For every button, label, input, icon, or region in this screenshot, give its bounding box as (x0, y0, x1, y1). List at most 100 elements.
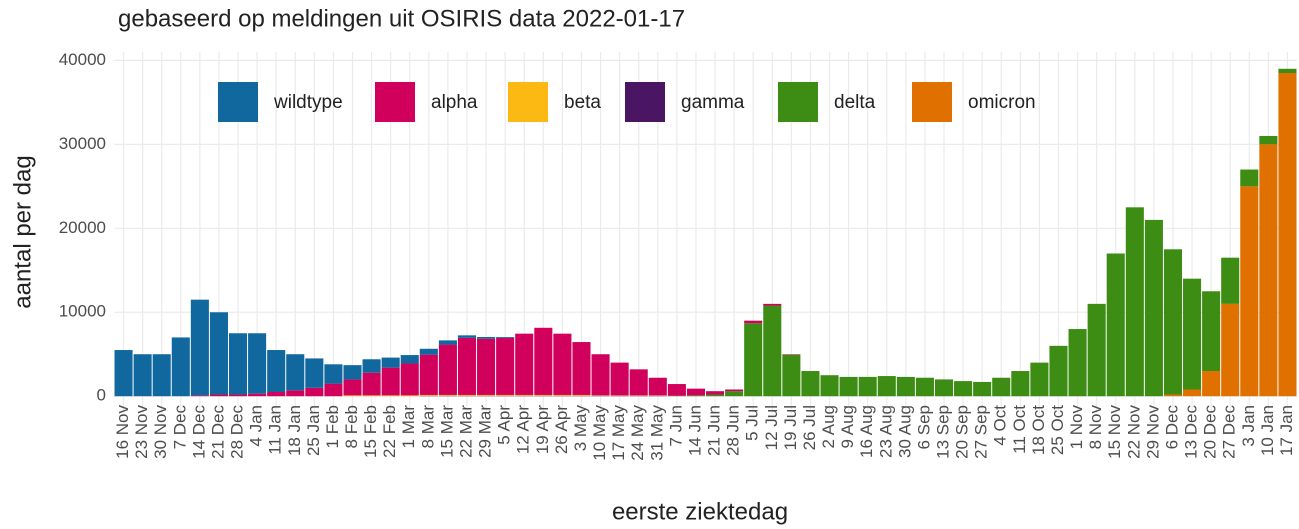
x-tick-label: 23 Aug (876, 405, 895, 458)
bar-segment (610, 362, 629, 396)
x-tick-label: 3 May (571, 405, 590, 452)
x-tick-label: 8 Nov (1086, 405, 1105, 450)
bar-segment (190, 395, 209, 397)
x-tick-label: 3 Jan (1239, 405, 1258, 447)
x-tick-label: 28 Dec (228, 405, 247, 459)
bar-segment (1106, 253, 1125, 397)
bar-segment (1259, 135, 1278, 145)
bar-segment (248, 393, 267, 397)
bar-segment (457, 337, 477, 395)
x-tick-label: 17 May (609, 405, 628, 461)
bar-segment (1125, 207, 1144, 397)
x-tick-label: 21 Dec (208, 405, 227, 459)
bar-segment (1221, 257, 1240, 304)
bar-segment (1240, 169, 1259, 187)
bar-segment (343, 365, 362, 380)
bar-segment (400, 355, 419, 364)
bar-segment (267, 392, 286, 397)
legend-key (218, 82, 258, 122)
x-tick-label: 10 May (590, 405, 609, 461)
x-axis-label: eerste ziektedag (612, 498, 788, 525)
bar-segment (1163, 394, 1183, 397)
bar-segment (362, 372, 381, 396)
x-tick-label: 26 Jul (800, 405, 819, 450)
x-tick-label: 22 Mar (456, 405, 475, 458)
x-tick-label: 16 Aug (857, 405, 876, 458)
x-tick-label: 27 Dec (1220, 405, 1239, 459)
bar-segment (114, 350, 133, 397)
bar-segment (763, 303, 782, 306)
bar-segment (915, 377, 934, 397)
x-tick-label: 12 Apr (514, 405, 533, 454)
bar-segment (591, 354, 610, 396)
bar-segment (1278, 68, 1297, 73)
bar-segment (1087, 303, 1106, 397)
bar-segment (286, 390, 305, 397)
x-tick-label: 13 Dec (1182, 405, 1201, 459)
x-tick-label: 15 Mar (437, 405, 456, 458)
x-tick-label: 12 Jul (762, 405, 781, 450)
bar-segment (419, 394, 438, 396)
x-tick-label: 28 Jun (724, 405, 743, 456)
bar-segment (305, 358, 324, 388)
bar-segment (1183, 389, 1202, 397)
bar-segment (209, 312, 228, 395)
bar-segment (744, 323, 763, 397)
x-tick-label: 29 Nov (1143, 405, 1162, 459)
x-tick-label: 7 Dec (170, 405, 189, 450)
legend-label: beta (564, 92, 601, 113)
bar-segment (954, 381, 973, 397)
bar-segment (381, 395, 400, 397)
bar-segment (381, 357, 400, 368)
x-tick-label: 10 Jan (1258, 405, 1277, 456)
bar-segment (934, 379, 954, 397)
x-tick-label: 1 Mar (399, 405, 418, 449)
x-tick-label: 29 Mar (476, 405, 495, 458)
x-tick-label: 4 Oct (991, 405, 1010, 446)
bar-segment (305, 387, 324, 397)
bar-segment (725, 389, 744, 392)
bar-segment (228, 333, 248, 395)
x-tick-label: 25 Oct (1048, 405, 1067, 455)
x-tick-label: 19 Jul (781, 405, 800, 450)
bar-segment (648, 377, 667, 396)
bar-segment (1011, 371, 1030, 397)
legend: wildtype alpha beta gamma delta omicron (218, 82, 1036, 122)
bar-segment (343, 395, 362, 397)
bar-segment (477, 338, 496, 395)
x-tick-label: 14 Dec (189, 405, 208, 459)
bar-segment (763, 305, 782, 397)
x-tick-label: 6 Sep (914, 405, 933, 449)
legend-label: alpha (431, 92, 478, 113)
bar-segment (343, 379, 362, 396)
legend-key (375, 82, 415, 122)
x-tick-label: 5 Apr (495, 405, 514, 445)
x-tick-label: 17 Jan (1277, 405, 1296, 456)
x-tick-label: 6 Dec (1162, 405, 1181, 450)
legend-label: wildtype (273, 92, 343, 113)
x-tick-label: 1 Feb (323, 405, 342, 448)
bar-segment (324, 364, 343, 384)
bar-segment (1183, 278, 1202, 390)
bar-segment (209, 394, 228, 397)
bar-segment (515, 333, 534, 395)
bar-segment (477, 337, 496, 339)
x-tick-label: 27 Sep (972, 405, 991, 459)
bar-segment (1163, 249, 1183, 395)
bars (114, 68, 1297, 397)
bar-segment (534, 327, 553, 395)
bar-segment (400, 363, 419, 396)
x-tick-label: 15 Nov (1105, 405, 1124, 459)
bar-segment (438, 340, 457, 345)
bar-segment (1030, 362, 1049, 397)
x-tick-label: 1 Nov (1067, 405, 1086, 450)
x-tick-label: 11 Oct (1010, 405, 1029, 454)
legend-label: omicron (968, 92, 1036, 113)
legend-key (508, 82, 548, 122)
legend-label: gamma (681, 92, 745, 113)
x-tick-label: 20 Sep (953, 405, 972, 459)
bar-segment (362, 395, 381, 397)
chart-title: gebaseerd op meldingen uit OSIRIS data 2… (118, 5, 685, 32)
x-tick-label: 15 Feb (361, 405, 380, 458)
